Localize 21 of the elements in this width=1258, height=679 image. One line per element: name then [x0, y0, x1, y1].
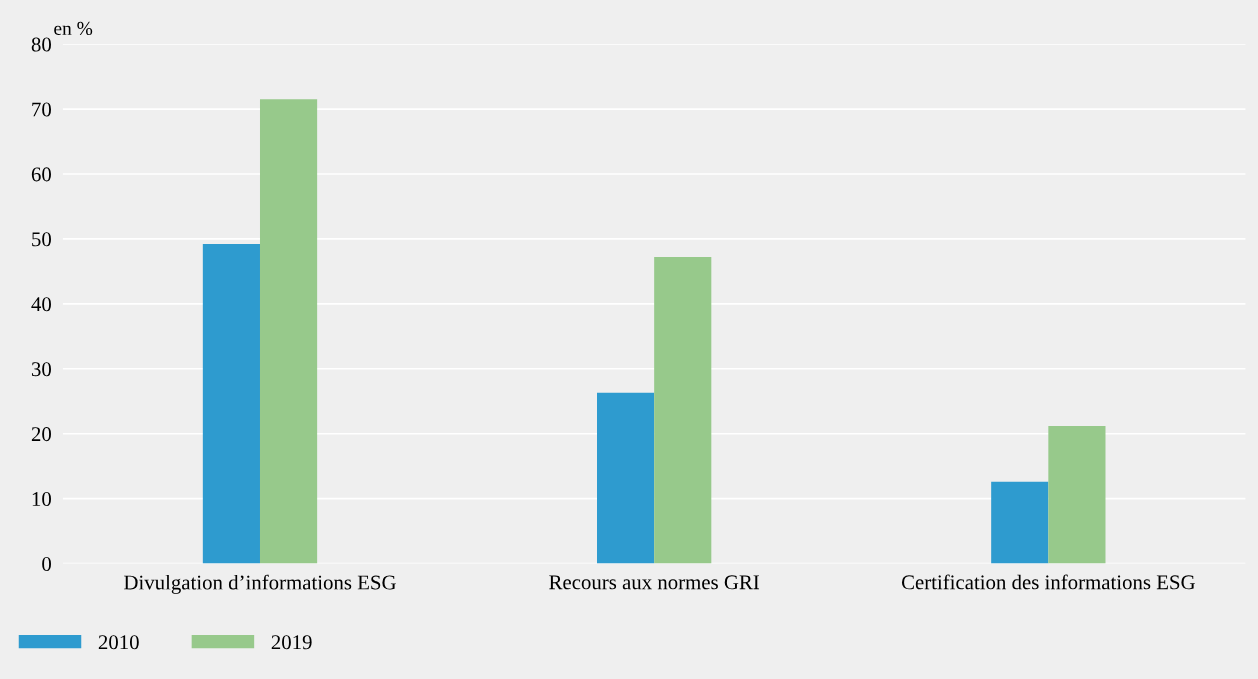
bar	[991, 481, 1049, 564]
y-tick-label: 40	[31, 297, 51, 312]
y-tick-label: 20	[31, 427, 51, 442]
y-tick-label: 80	[31, 37, 51, 52]
bar	[654, 257, 712, 564]
y-tick-label: 60	[31, 167, 51, 182]
bar	[597, 392, 655, 564]
y-tick-label: 30	[31, 362, 51, 377]
y-tick-label: 50	[32, 232, 51, 247]
y-tick-label: 70	[32, 102, 51, 117]
bar	[259, 99, 318, 564]
x-tick-label: Divulgation d’informations ESG	[124, 574, 396, 594]
x-tick-label: Certification des informations ESG	[901, 574, 1195, 590]
bar	[1048, 425, 1106, 564]
legend-label: 2019	[271, 635, 312, 650]
x-tick-label: Recours aux normes GRI	[549, 575, 760, 590]
y-tick-label: 10	[32, 492, 51, 507]
legend-label: 2010	[98, 635, 139, 650]
bar	[202, 244, 260, 564]
y-axis-title: en %	[54, 21, 93, 36]
y-tick-label: 0	[42, 556, 51, 571]
